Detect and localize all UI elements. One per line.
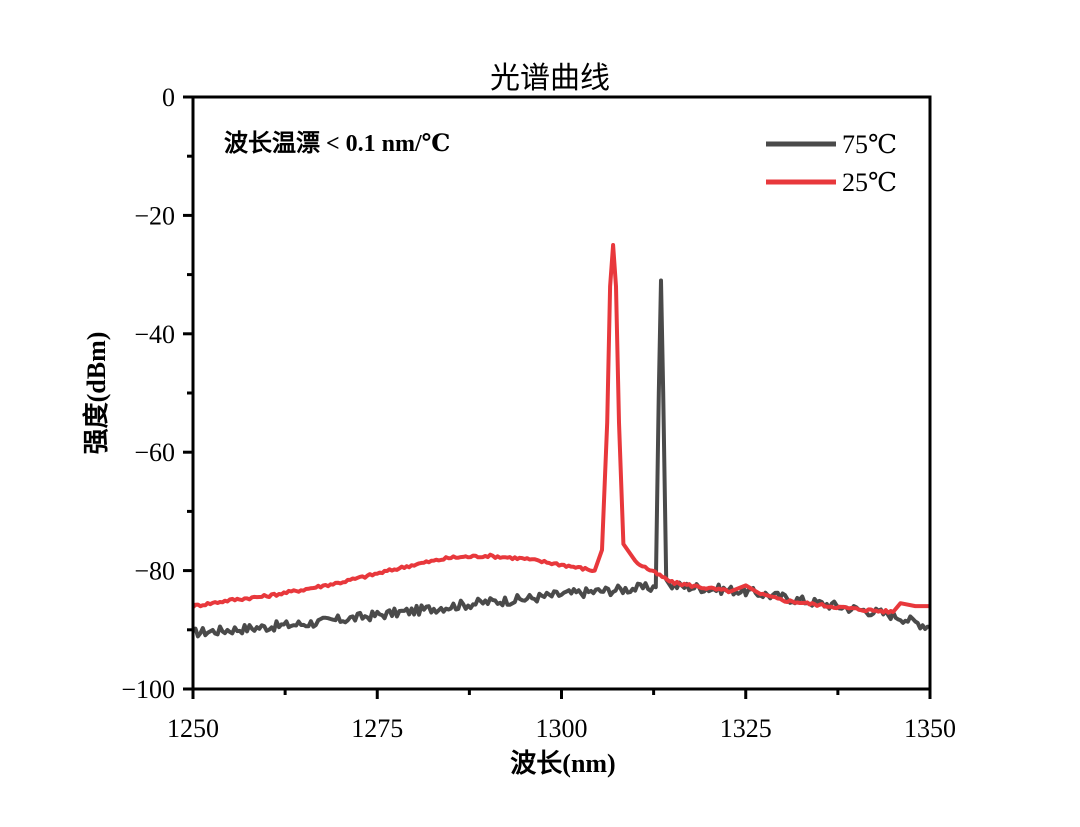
- y-tick-label-40: −40: [134, 320, 175, 349]
- legend: 75℃25℃: [766, 130, 897, 197]
- x-tick-label-1350: 1350: [904, 714, 956, 743]
- y-axis-label: 强度(dBm): [81, 332, 111, 455]
- plot-lines: [191, 243, 931, 639]
- y-tick-label-80: −80: [134, 557, 175, 586]
- x-tick-label-1300: 1300: [536, 714, 588, 743]
- y-tick-label-100: −100: [121, 675, 175, 704]
- x-tick-label-1325: 1325: [720, 714, 772, 743]
- series-line-75c: [192, 278, 931, 639]
- legend-label-25c: 25℃: [842, 168, 897, 197]
- x-axis-label: 波长(nm): [510, 749, 615, 778]
- y-tick-label-60: −60: [134, 438, 175, 467]
- chart-title: 光谱曲线: [490, 62, 610, 95]
- x-tick-label-1275: 1275: [351, 714, 403, 743]
- x-tick-label-1250: 1250: [167, 714, 219, 743]
- series-line-25c: [191, 243, 930, 615]
- axis-ticks: 1250 1275 1300 1325 1350 0 −20 −40 −60 −80 −100: [121, 83, 956, 743]
- annotation-text: 波长温漂 < 0.1 nm/℃: [224, 130, 450, 157]
- y-tick-label-20: −20: [134, 201, 175, 230]
- y-tick-label-0: 0: [162, 83, 175, 112]
- legend-label-75c: 75℃: [842, 130, 897, 159]
